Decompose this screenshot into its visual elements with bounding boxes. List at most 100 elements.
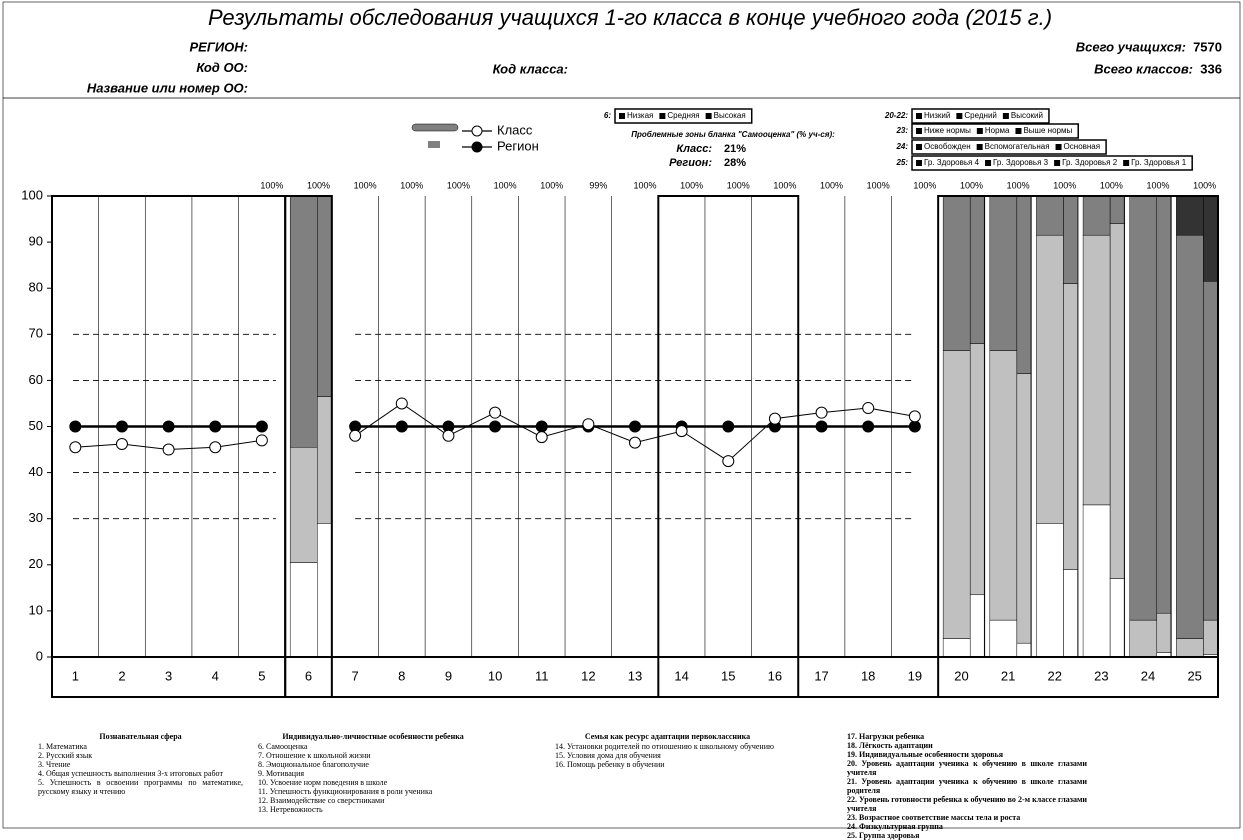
series-marker <box>675 425 688 438</box>
top-label: 100% <box>820 180 843 190</box>
legend-swatch <box>916 113 922 119</box>
x-tick-label: 19 <box>908 668 922 683</box>
group-frame <box>937 195 1219 698</box>
series-marker <box>535 431 548 444</box>
footer-item: 13. Нетревожность <box>258 805 323 814</box>
x-tick-label: 12 <box>581 668 595 683</box>
stacked-segment <box>317 523 332 658</box>
legend-swatch <box>1054 160 1061 166</box>
legend-item: Норма <box>985 126 1010 135</box>
x-tick-label: 21 <box>1001 668 1015 683</box>
y-tick-label: 10 <box>29 602 43 617</box>
series-marker <box>115 420 128 433</box>
stacked-segment <box>289 446 318 563</box>
legend-item: Средний <box>964 111 997 120</box>
legend-box: Низкая Средняя Высокая <box>614 108 753 124</box>
x-tick-label: 22 <box>1048 668 1062 683</box>
top-label: 100% <box>307 180 330 190</box>
x-tick-label: 5 <box>258 668 265 683</box>
stacked-segment <box>1203 619 1218 655</box>
legend-marker <box>471 141 483 153</box>
title: Результаты обследования учащихся 1-го кл… <box>208 5 1052 30</box>
x-tick-label: 2 <box>118 668 125 683</box>
footer-column: 17. Нагрузки ребенка 18. Лёгкость адаптац… <box>847 732 1087 840</box>
top-label: 100% <box>494 180 517 190</box>
series-marker <box>908 410 921 423</box>
y-tick-label: 90 <box>29 234 43 249</box>
header-field: Код ОО: <box>196 60 248 75</box>
x-tick-label: 1 <box>72 668 79 683</box>
footer-item: 18. Лёгкость адаптации <box>847 741 933 750</box>
stacked-segment <box>1176 195 1204 236</box>
x-tick-label: 10 <box>488 668 502 683</box>
legend-swatch <box>916 160 922 166</box>
series-marker <box>209 441 222 454</box>
series-marker <box>582 418 595 431</box>
footer-item: 19. Индивидуальные особенности здоровья <box>847 750 1004 759</box>
series-marker <box>535 420 548 433</box>
legend-item: Низкий <box>924 111 950 120</box>
legend-swatch <box>976 128 983 134</box>
y-tick-label: 40 <box>29 464 43 479</box>
stacked-segment <box>1109 195 1125 224</box>
stacked-segment <box>317 195 332 397</box>
footer-item: 11. Успешность функционирования в роли у… <box>258 787 433 796</box>
legend-key: 20-22: <box>884 111 908 120</box>
footer-item: 10. Усвоение норм поведения в школе <box>258 778 388 787</box>
legend-key: 6: <box>604 111 611 120</box>
series-marker <box>395 420 408 433</box>
footer-column: Индивидуально-личностные особенности реб… <box>258 732 488 814</box>
series-marker <box>908 420 921 433</box>
footer-item: 17. Нагрузки ребенка <box>847 732 925 741</box>
header-field: Название или номер ОО: <box>87 80 248 95</box>
footer-heading: Индивидуально-личностные особенности реб… <box>282 732 464 741</box>
problem-zones-label: Регион: <box>669 157 712 169</box>
footer-item: 21. Уровень адаптации ученика к обучению… <box>847 777 1087 795</box>
series-marker <box>815 406 828 419</box>
stacked-segment <box>1063 195 1078 284</box>
footer-item: 23. Возрастное соответствие массы тела и… <box>847 813 1021 822</box>
legend-swatch <box>1055 144 1062 150</box>
stacked-segment <box>1082 234 1111 506</box>
stacked-segment <box>289 195 318 448</box>
top-label: 100% <box>727 180 750 190</box>
series-marker <box>862 420 875 433</box>
legend-item: Низкая <box>627 111 653 120</box>
stacked-segment <box>289 562 318 658</box>
top-label: 100% <box>867 180 890 190</box>
x-tick-label: 13 <box>628 668 642 683</box>
top-label: 100% <box>260 180 283 190</box>
series-marker <box>162 420 175 433</box>
stacked-segment <box>942 638 971 658</box>
footer-item: 6. Самооценка <box>258 742 308 751</box>
stacked-segment <box>1016 373 1032 644</box>
top-label: 100% <box>1100 180 1123 190</box>
stacked-segment <box>969 343 985 596</box>
y-tick-label: 80 <box>29 280 43 295</box>
legend-item: Средняя <box>667 111 699 120</box>
top-label: 100% <box>1147 180 1170 190</box>
stacked-segment <box>1176 234 1204 639</box>
x-tick-label: 6 <box>305 668 312 683</box>
stacked-segment <box>1109 223 1125 579</box>
series-marker <box>629 436 641 449</box>
legend-key: 25: <box>895 158 908 167</box>
footer-item: 12. Взаимодействие со сверстниками <box>258 796 385 805</box>
class-code: Код класса: <box>493 61 568 76</box>
x-tick-label: 14 <box>674 668 688 683</box>
problem-zones-title: Проблемные зоны бланка "Самооценка" (% у… <box>631 130 835 139</box>
series-marker <box>349 429 362 442</box>
series-marker <box>489 406 502 419</box>
footer-item: 1. Математика <box>38 742 87 751</box>
stacked-segment <box>1129 195 1158 621</box>
legend-item: Ниже нормы <box>924 126 971 135</box>
footer-item: 24. Физкультурная группа <box>847 822 943 831</box>
top-label: 100% <box>1053 180 1076 190</box>
legend-key: 24: <box>895 142 908 151</box>
top-label: 100% <box>633 180 656 190</box>
legend-bar-icon <box>428 141 440 148</box>
footer-heading: Семья как ресурс адаптации первоклассник… <box>584 732 751 741</box>
x-tick-label: 17 <box>814 668 828 683</box>
